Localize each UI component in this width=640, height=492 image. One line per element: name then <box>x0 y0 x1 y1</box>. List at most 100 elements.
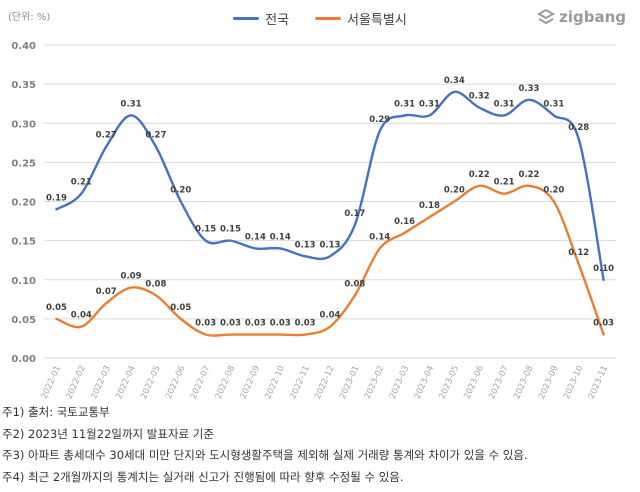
data-label: 0.16 <box>394 217 415 227</box>
footnote-3: 주3) 아파트 총세대수 30세대 미만 단지와 도시형생활주택을 제외해 실제… <box>2 448 528 462</box>
data-label: 0.13 <box>295 240 316 250</box>
data-label: 0.15 <box>195 225 216 235</box>
line-chart: 0.00 0.05 0.10 0.15 0.20 0.25 0.30 0.35 0.40 202… <box>11 41 616 400</box>
x-tick-label: 2022-06 <box>164 364 188 400</box>
data-label: 0.34 <box>444 76 465 86</box>
legend-swatch-seoul <box>315 17 342 20</box>
data-label: 0.17 <box>344 209 365 219</box>
data-label: 0.33 <box>518 84 539 94</box>
footnote-2: 주2) 2023년 11월22일까지 발표자료 기준 <box>2 426 214 441</box>
data-label: 0.04 <box>320 311 341 321</box>
zigbang-logo-icon <box>537 9 556 25</box>
y-tick-label: 0.25 <box>11 158 36 169</box>
y-tick-label: 0.05 <box>11 315 36 326</box>
x-tick-label: 2022-11 <box>288 364 312 400</box>
x-tick-label: 2023-09 <box>537 364 561 400</box>
series-lines <box>55 90 605 337</box>
x-tick-label: 2023-01 <box>338 364 362 400</box>
y-tick-label: 0.35 <box>11 80 36 91</box>
x-tick-label: 2023-08 <box>512 364 536 400</box>
data-label: 0.31 <box>419 99 440 109</box>
data-label: 0.21 <box>494 178 515 188</box>
x-tick-label: 2022-04 <box>114 364 138 400</box>
data-label: 0.31 <box>121 99 142 109</box>
legend-swatch-national <box>233 17 260 20</box>
x-tick-label: 2022-08 <box>214 364 238 400</box>
x-tick-label: 2023-04 <box>413 364 437 400</box>
y-axis-ticks: 0.00 0.05 0.10 0.15 0.20 0.25 0.30 0.35 0.40 <box>11 41 36 365</box>
data-label: 0.19 <box>46 193 67 203</box>
data-label: 0.28 <box>568 123 589 133</box>
x-tick-label: 2022-01 <box>40 364 64 400</box>
data-label: 0.04 <box>71 311 92 321</box>
data-label: 0.22 <box>518 170 539 180</box>
x-tick-label: 2023-11 <box>587 364 611 400</box>
data-label: 0.29 <box>369 115 390 125</box>
grid-lines <box>44 44 616 359</box>
data-label: 0.08 <box>344 279 365 289</box>
data-label: 0.27 <box>145 131 166 141</box>
data-label: 0.03 <box>195 319 216 329</box>
data-label: 0.03 <box>245 319 266 329</box>
data-label: 0.03 <box>593 319 614 329</box>
x-tick-label: 2023-05 <box>438 364 462 400</box>
legend-label-national: 전국 <box>265 13 290 28</box>
unit-label: (단위: %) <box>8 12 51 23</box>
data-label: 0.31 <box>494 99 515 109</box>
x-tick-label: 2022-12 <box>313 364 337 400</box>
data-label: 0.08 <box>145 279 166 289</box>
data-label: 0.20 <box>543 186 564 196</box>
footnote-1: 주1) 출처: 국토교통부 <box>2 405 110 419</box>
logo-text: zigbang <box>559 8 626 26</box>
x-tick-label: 2023-06 <box>462 364 486 400</box>
legend-label-seoul: 서울특별시 <box>347 13 407 28</box>
y-tick-label: 0.00 <box>11 354 36 365</box>
x-tick-label: 2022-07 <box>189 364 213 400</box>
data-label: 0.22 <box>469 170 490 180</box>
x-tick-label: 2022-03 <box>89 364 113 400</box>
series-line-seoul <box>55 184 605 337</box>
y-tick-label: 0.15 <box>11 237 36 248</box>
data-label: 0.20 <box>170 186 191 196</box>
data-label: 0.05 <box>170 303 191 313</box>
x-tick-label: 2022-09 <box>239 364 263 400</box>
y-tick-label: 0.40 <box>11 41 36 52</box>
data-label: 0.31 <box>394 99 415 109</box>
data-label: 0.03 <box>295 319 316 329</box>
data-label: 0.12 <box>568 248 589 258</box>
data-label: 0.07 <box>96 287 117 297</box>
x-tick-label: 2023-10 <box>562 364 586 400</box>
data-label: 0.14 <box>270 232 291 242</box>
series-line-national <box>55 90 605 281</box>
data-label: 0.03 <box>220 319 241 329</box>
legend-item-national: 전국 <box>233 9 289 28</box>
data-label: 0.14 <box>369 232 390 242</box>
x-axis-ticks: 2022-01 2022-02 2022-03 2022-04 2022-05 2022-… <box>40 364 611 400</box>
data-label: 0.09 <box>121 272 142 282</box>
data-label: 0.21 <box>71 178 92 188</box>
data-label: 0.18 <box>419 201 440 211</box>
footnote-4: 주4) 최근 2개월까지의 통계치는 실거래 신고가 진행됨에 따라 향후 수정… <box>2 469 404 484</box>
zigbang-logo: zigbang <box>537 8 626 26</box>
y-tick-label: 0.10 <box>11 276 36 287</box>
x-tick-label: 2023-03 <box>388 364 412 400</box>
data-label: 0.14 <box>245 232 266 242</box>
data-label: 0.10 <box>593 264 614 274</box>
data-labels: 0.19 0.21 0.27 0.31 0.27 0.20 0.15 0.15 0.14 0.14… <box>46 76 614 329</box>
x-tick-label: 2023-07 <box>487 364 511 400</box>
x-tick-label: 2022-10 <box>263 364 287 400</box>
y-tick-label: 0.30 <box>11 119 36 130</box>
footnotes: 주1) 출처: 국토교통부 주2) 2023년 11월22일까지 발표자료 기준… <box>2 402 638 488</box>
y-tick-label: 0.20 <box>11 198 36 209</box>
data-label: 0.03 <box>270 319 291 329</box>
data-label: 0.05 <box>46 303 67 313</box>
data-label: 0.15 <box>220 225 241 235</box>
data-label: 0.13 <box>320 240 341 250</box>
data-label: 0.27 <box>96 131 117 141</box>
data-label: 0.20 <box>444 186 465 196</box>
x-tick-label: 2022-02 <box>64 364 88 400</box>
x-tick-label: 2022-05 <box>139 364 163 400</box>
legend: 전국 서울특별시 <box>0 9 640 28</box>
legend-item-seoul: 서울특별시 <box>315 9 407 28</box>
data-label: 0.32 <box>469 92 490 102</box>
